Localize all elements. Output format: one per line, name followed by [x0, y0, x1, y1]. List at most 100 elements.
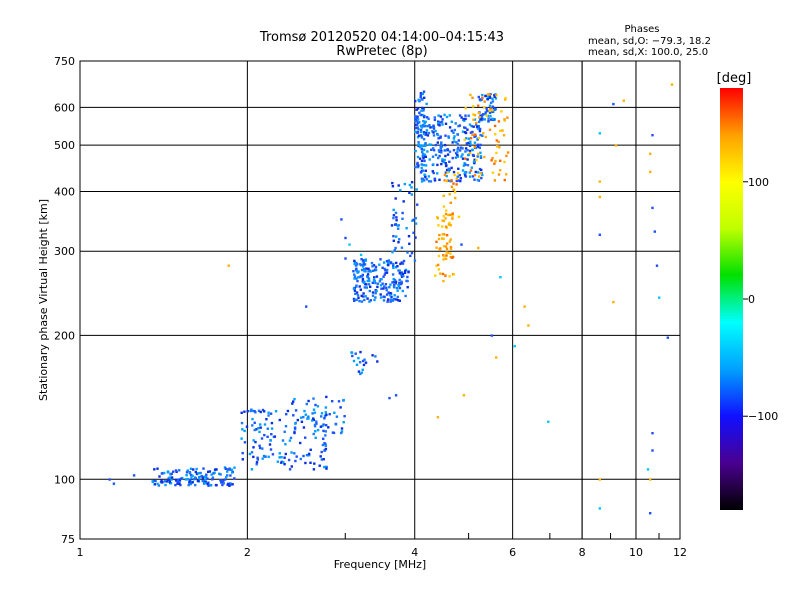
data-point [464, 131, 467, 134]
data-point [354, 292, 357, 295]
data-point [449, 238, 452, 241]
data-point [406, 251, 409, 254]
data-point [398, 272, 401, 275]
data-point [416, 155, 420, 159]
data-point [364, 361, 368, 364]
y-tick-label: 600 [54, 101, 75, 114]
data-point [404, 269, 407, 273]
data-point [361, 280, 364, 283]
data-point [366, 273, 370, 276]
data-point [451, 256, 454, 259]
data-point [311, 419, 314, 422]
data-point [185, 471, 189, 474]
data-point [440, 149, 443, 153]
data-point [432, 147, 435, 150]
data-point [670, 83, 674, 86]
data-point [207, 470, 210, 473]
y-axis-label: Stationary phase Virtual Height [km] [37, 199, 50, 401]
data-point [249, 409, 252, 413]
data-point [296, 418, 299, 422]
data-point [437, 121, 440, 125]
data-point [455, 141, 458, 144]
data-point [388, 396, 391, 400]
data-point [500, 110, 503, 113]
data-point [449, 213, 452, 217]
data-point [401, 273, 405, 276]
data-point [485, 109, 489, 112]
data-point [395, 219, 398, 222]
data-point [420, 166, 423, 170]
data-point [417, 99, 421, 102]
data-point [475, 158, 478, 162]
data-point [406, 275, 409, 279]
data-point [489, 115, 492, 118]
chart-subtitle: RwPretec (8p) [336, 44, 427, 59]
data-point [160, 479, 163, 482]
data-point [365, 267, 368, 270]
data-point [318, 464, 321, 467]
data-point [435, 246, 438, 249]
data-point [406, 279, 409, 283]
colorbar-tick-label: −100 [748, 410, 778, 423]
data-point [219, 479, 222, 482]
data-point [172, 470, 175, 473]
data-point [356, 294, 360, 297]
data-point [362, 363, 366, 367]
data-point [251, 424, 254, 427]
data-point [374, 265, 378, 269]
data-point [266, 435, 269, 438]
data-point [457, 179, 460, 182]
data-point [437, 268, 441, 271]
data-point [495, 94, 498, 97]
data-point [443, 158, 446, 162]
data-point [278, 418, 281, 422]
data-point [401, 217, 404, 220]
data-point [353, 275, 357, 278]
data-point [464, 163, 467, 166]
data-point [502, 134, 506, 137]
x-axis-label: Frequency [MHz] [334, 558, 426, 571]
data-point [371, 354, 374, 357]
data-point [466, 149, 469, 152]
data-point [397, 269, 400, 272]
data-point [309, 448, 312, 451]
data-point [323, 417, 326, 420]
data-point [466, 164, 470, 167]
data-point [486, 114, 490, 118]
data-point [391, 181, 394, 185]
data-point [440, 120, 444, 124]
data-point [357, 276, 360, 279]
data-point [325, 465, 328, 469]
data-point [472, 118, 475, 121]
data-point [199, 471, 202, 475]
data-point [360, 294, 363, 298]
data-point [374, 296, 377, 299]
data-point [417, 143, 420, 146]
data-point [321, 424, 324, 428]
data-point [334, 423, 338, 426]
data-point [400, 246, 404, 249]
data-point [323, 465, 326, 469]
data-point [391, 281, 394, 284]
data-point [422, 179, 426, 182]
data-point [264, 455, 267, 458]
data-point [395, 298, 398, 301]
data-point [359, 288, 362, 291]
data-point [446, 148, 449, 151]
data-point [240, 421, 244, 425]
data-point [472, 113, 475, 116]
data-point [282, 461, 285, 464]
data-point [445, 234, 449, 237]
data-point [408, 191, 411, 194]
data-point [169, 473, 172, 476]
data-point [424, 144, 427, 147]
data-point [375, 289, 378, 293]
data-point [416, 161, 419, 165]
data-point [420, 124, 423, 128]
data-point [491, 97, 494, 100]
data-point [355, 277, 358, 280]
data-point [488, 96, 492, 99]
data-point [231, 483, 234, 486]
data-point [420, 177, 424, 180]
data-point [322, 437, 325, 440]
